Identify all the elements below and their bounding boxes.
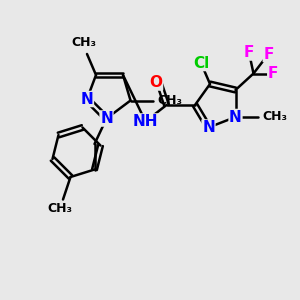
Text: N: N [202,120,215,135]
Text: N: N [229,110,242,124]
Text: N: N [81,92,93,106]
Text: N: N [100,111,113,126]
Text: CH₃: CH₃ [262,110,287,124]
Text: CH₃: CH₃ [158,94,182,107]
Text: O: O [149,75,163,90]
Text: F: F [263,46,274,62]
Text: CH₃: CH₃ [47,202,73,215]
Text: Cl: Cl [193,56,209,70]
Text: NH: NH [133,114,158,129]
Text: F: F [268,66,278,81]
Text: CH₃: CH₃ [71,37,97,50]
Text: F: F [244,45,254,60]
